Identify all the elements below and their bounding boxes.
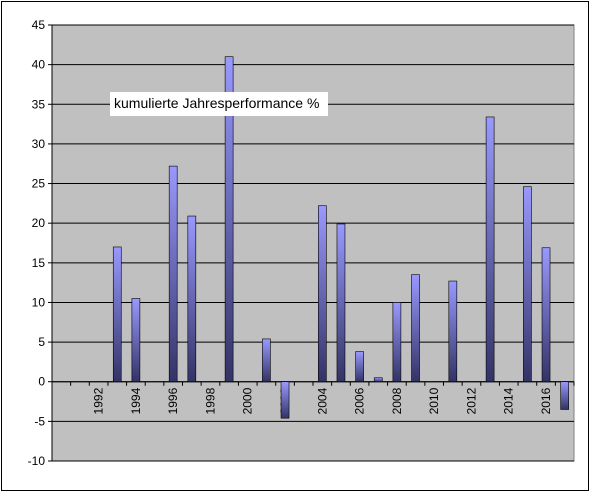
bar: [131, 298, 141, 383]
bar: [224, 56, 234, 383]
y-tick-label: -5: [34, 414, 45, 428]
bar: [318, 205, 327, 383]
bar: [448, 280, 458, 383]
x-tick-label: 1992: [92, 387, 106, 414]
bar: [336, 223, 346, 383]
x-tick-label: 2014: [502, 387, 516, 414]
y-tick-label: 15: [32, 256, 46, 270]
bar: [541, 247, 551, 383]
x-tick-label: 2004: [315, 387, 329, 414]
bar: [112, 246, 122, 383]
bar: [168, 165, 178, 383]
x-tick-label: 2006: [353, 387, 367, 414]
legend: kumulierte Jahresperformance %: [110, 92, 328, 116]
bar: [373, 377, 383, 383]
bar: [355, 351, 364, 383]
y-tick-label: 25: [32, 177, 46, 191]
x-tick-label: 2000: [241, 387, 255, 414]
bar: [280, 381, 290, 419]
x-tick-label: 1998: [203, 387, 217, 414]
bar: [411, 274, 420, 383]
y-tick-label: 20: [32, 216, 46, 230]
bar: [485, 116, 495, 383]
x-tick-label: 1994: [129, 387, 143, 414]
y-tick-label: 0: [38, 375, 45, 389]
bar: [560, 381, 569, 410]
y-tick-label: -10: [28, 454, 46, 468]
labels: -10 -5 0 5 10 15 20 25 30 35 40 45 1992 1994 1996 1998 2…: [28, 18, 553, 468]
bar: [262, 338, 271, 383]
x-tick-label: 2016: [539, 387, 553, 414]
bar: [187, 215, 197, 383]
bar: [392, 302, 402, 383]
y-tick-label: 40: [32, 58, 46, 72]
x-tick-label: 1996: [166, 387, 180, 414]
x-tick-label: 2012: [464, 387, 478, 414]
y-tick-label: 45: [32, 18, 46, 32]
y-tick-label: 5: [38, 335, 45, 349]
x-tick-label: 2010: [427, 387, 441, 414]
y-tick-label: 35: [32, 97, 46, 111]
y-tick-label: 30: [32, 137, 46, 151]
bars: [112, 56, 569, 419]
bar: [523, 186, 532, 383]
legend-box: [110, 92, 328, 116]
y-tick-label: 10: [32, 295, 46, 309]
legend-label: kumulierte Jahresperformance %: [114, 95, 319, 111]
x-tick-label: 2008: [390, 387, 404, 414]
